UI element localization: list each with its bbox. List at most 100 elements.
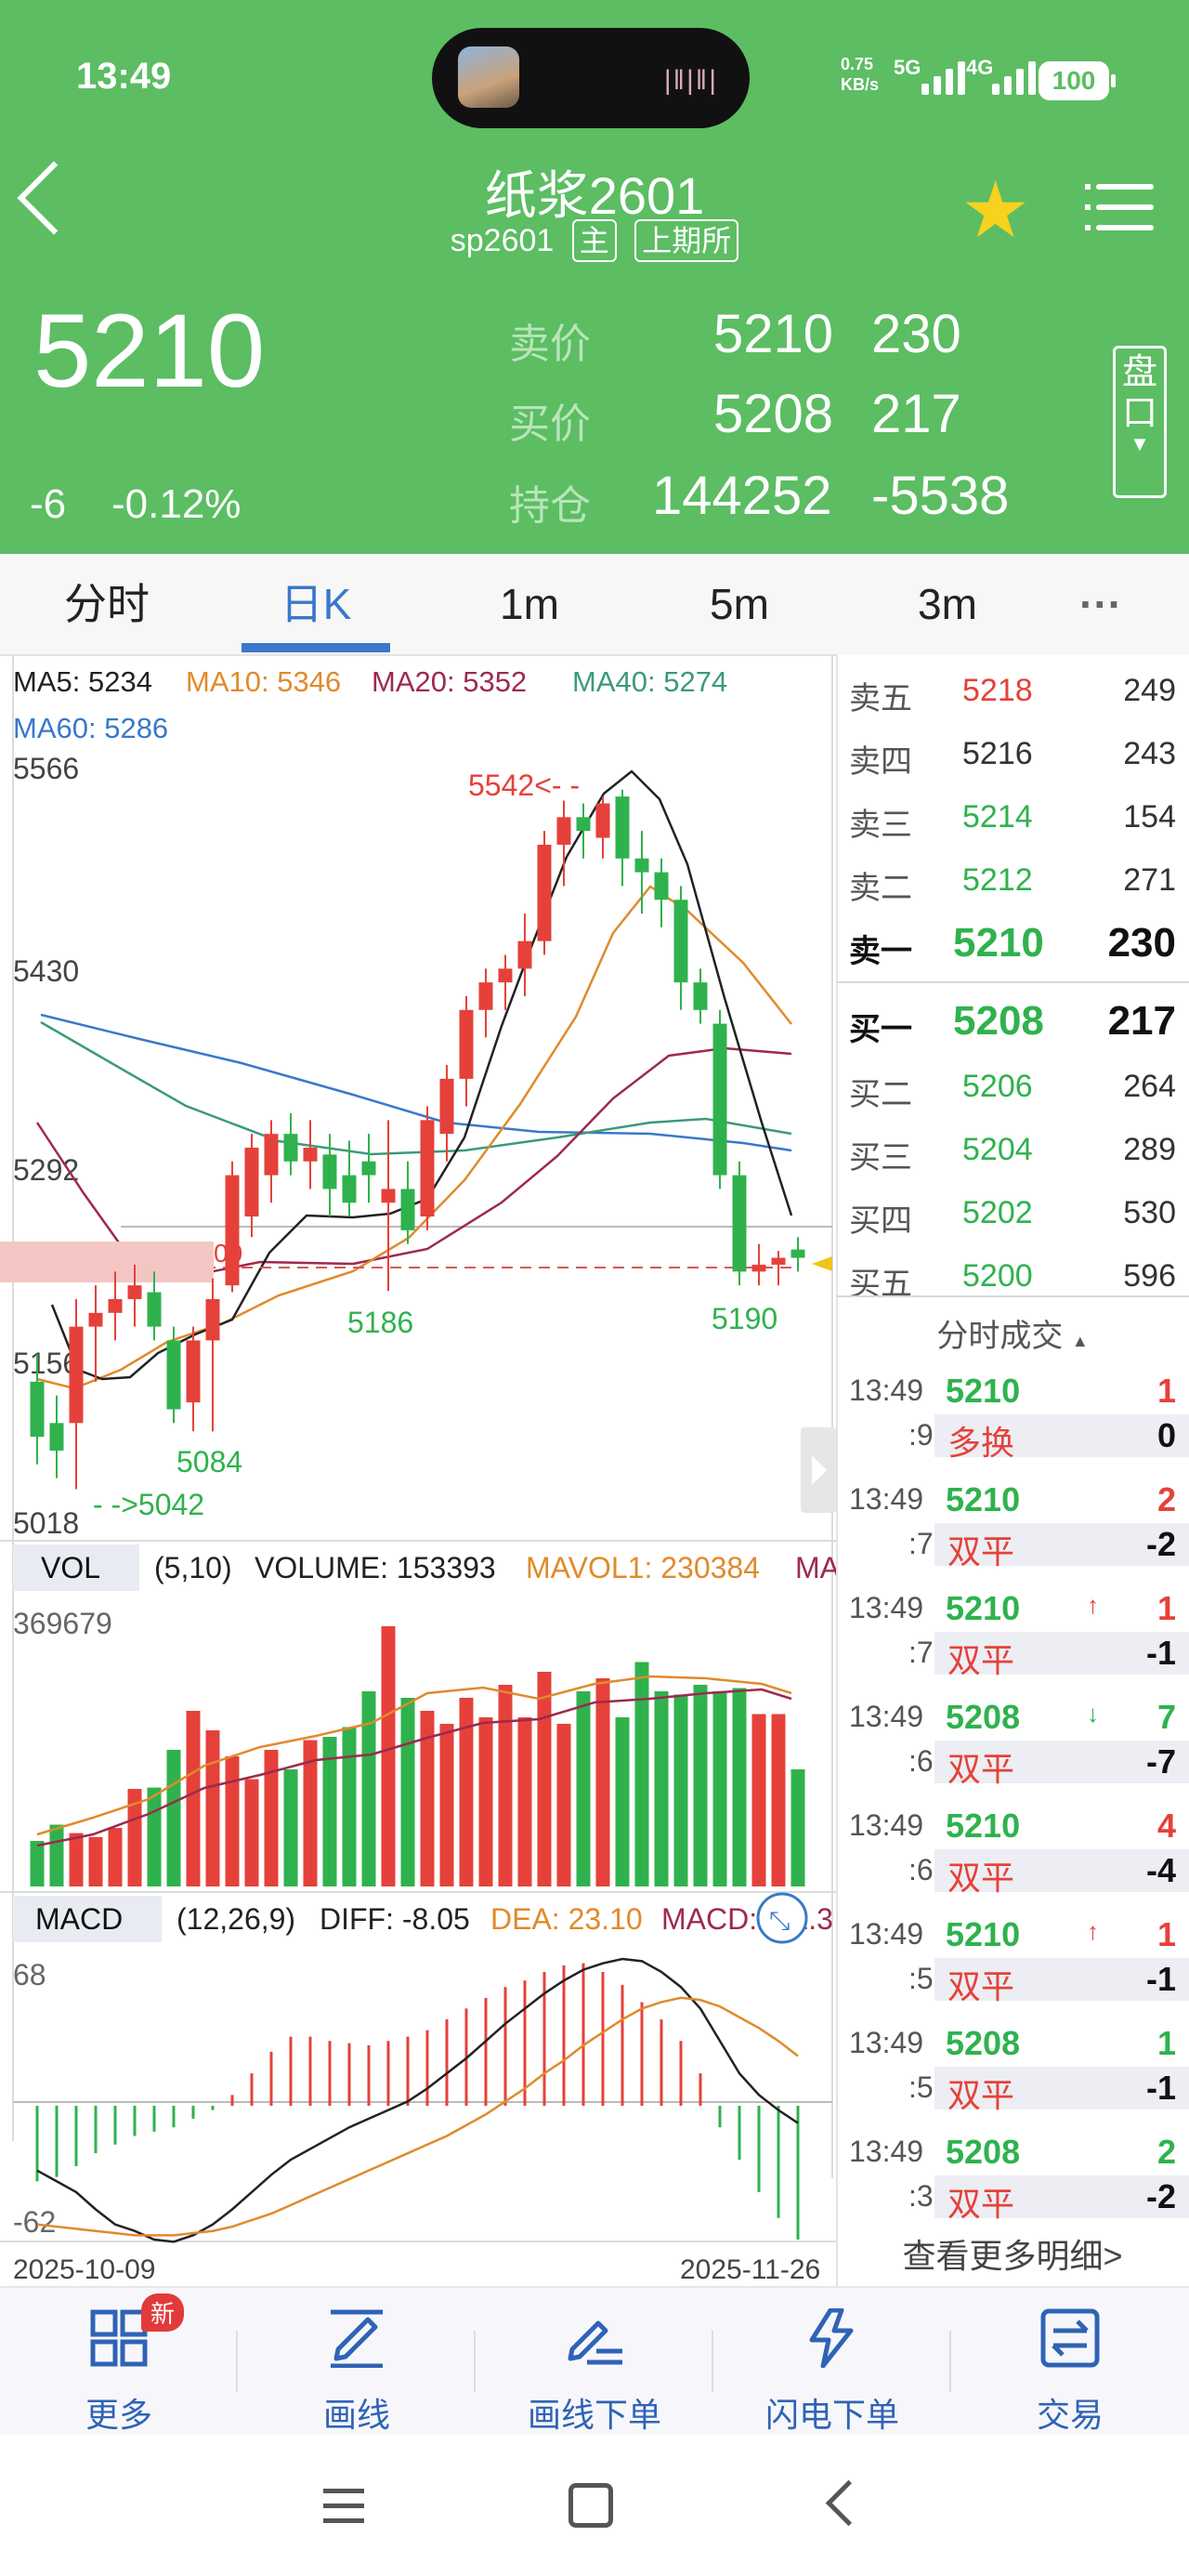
pankou-button[interactable]: 盘口 ▼ <box>1113 346 1167 498</box>
ma5-legend: MA5: 5234 <box>13 665 152 698</box>
volume-bar <box>595 1678 610 1886</box>
tick-band <box>934 2175 1189 2218</box>
tick-volume: 1 <box>1156 1915 1176 1953</box>
candle-body <box>771 1257 786 1265</box>
candle-body <box>595 803 610 838</box>
high-annotation: 5542<- - <box>468 769 580 802</box>
tick-price: 5208 <box>946 2024 1021 2062</box>
tick-oi-change: -1 <box>1145 1960 1176 1998</box>
candle-body <box>751 1264 766 1272</box>
back-nav-icon[interactable] <box>825 2479 872 2527</box>
tick-time: 13:49 <box>849 1808 924 1842</box>
tick-kind: 双平 <box>947 1532 1015 1571</box>
price-pointer-icon <box>812 1256 832 1271</box>
tab-intraday[interactable]: 分时 <box>64 580 150 628</box>
more-button[interactable]: 新 更多 <box>0 2288 238 2437</box>
tab-1m[interactable]: 1m <box>500 580 559 628</box>
tick-seconds: :5 <box>908 1962 934 1995</box>
tab-more[interactable]: ··· <box>1079 580 1122 628</box>
candle-body <box>459 1009 474 1079</box>
tick-band <box>934 1414 1189 1457</box>
volume-bar <box>654 1691 669 1886</box>
tab-3m[interactable]: 3m <box>918 580 977 628</box>
ask-level-3: 卖三 5214 154 <box>849 799 1176 843</box>
draw-line-button[interactable]: 画线 <box>238 2288 476 2437</box>
quote-header: 13:49 |‖|‖| 0.75 KB/s 5G 4G 100 纸浆2601 s… <box>0 0 1189 554</box>
volume-bar <box>712 1691 727 1886</box>
candle-body <box>381 1189 396 1203</box>
macd-histogram <box>35 1963 800 2240</box>
mavol1-line <box>36 1675 792 1836</box>
candle-body <box>361 1161 376 1176</box>
fullscreen-toggle-icon[interactable] <box>756 1892 808 1944</box>
tick-kind: 双平 <box>947 2185 1015 2223</box>
tab-5m[interactable]: 5m <box>710 580 769 628</box>
kline-chart[interactable]: MA5: 5234 MA10: 5346 MA20: 5352 MA40: 52… <box>0 654 836 2286</box>
pen-lines-icon <box>568 2320 622 2365</box>
macd-params: (12,26,9) <box>176 1902 295 1936</box>
new-badge: 新 <box>141 2293 185 2332</box>
candle-body <box>30 1381 45 1438</box>
tick-seconds: :9 <box>908 1418 934 1452</box>
ma5-line <box>50 769 793 1381</box>
candle-body <box>283 1134 298 1162</box>
tick-band <box>934 2067 1189 2109</box>
tick-price: 5210 <box>946 1589 1021 1627</box>
tick-row: 13:49 5210 ↑ 1:7 双平 -1 <box>836 1585 1189 1694</box>
candle-body <box>537 844 552 941</box>
flash-order-button[interactable]: 闪电下单 <box>713 2288 951 2437</box>
vol-max-label: 369679 <box>13 1607 112 1640</box>
candle-body <box>420 1120 435 1217</box>
tick-price: 5210 <box>946 1807 1021 1845</box>
macd-dea-line <box>36 1996 799 2237</box>
ask-level-1: 卖一 5210 230 <box>849 920 1176 969</box>
volume-bar <box>459 1698 474 1886</box>
home-icon[interactable] <box>568 2483 613 2528</box>
candle-body <box>127 1285 142 1299</box>
open-interest: 144252 <box>652 466 832 526</box>
volume-bar <box>225 1756 240 1886</box>
exchange-icon <box>1040 2308 1100 2368</box>
recents-icon[interactable] <box>323 2489 364 2523</box>
tick-seconds: :3 <box>908 2179 934 2213</box>
macd-bottom-label: -62 <box>13 2205 56 2239</box>
candle-body <box>673 900 688 983</box>
trade-button[interactable]: 交易 <box>951 2288 1189 2437</box>
candle-body <box>108 1298 123 1313</box>
tick-arrow-icon: ↑ <box>1087 1917 1099 1945</box>
more-ticks-link[interactable]: 查看更多明细> <box>902 2237 1123 2275</box>
volume-bar <box>127 1789 142 1886</box>
volume-bar <box>205 1730 220 1886</box>
low-label-5084: 5084 <box>176 1445 242 1479</box>
volume-bar <box>634 1662 649 1886</box>
time-and-sales[interactable]: 分时成交 ▲ 13:49 5210 1:9 多换 0 13:49 5210 2:7 双平 -2 13… <box>836 1295 1189 2286</box>
menu-list-icon[interactable] <box>1096 184 1154 245</box>
dynamic-island: |‖|‖| <box>432 28 750 128</box>
macd-name: MACD <box>35 1902 123 1936</box>
draw-line-order-button[interactable]: 画线下单 <box>476 2288 713 2437</box>
draw-line-order-label: 画线下单 <box>527 2396 661 2434</box>
favorite-star-icon[interactable]: ★ <box>960 166 1031 254</box>
volume-bar <box>322 1737 337 1886</box>
candle-body <box>634 858 649 873</box>
macd-indicator-button[interactable] <box>13 1896 162 1942</box>
volume-bar <box>88 1836 103 1886</box>
tick-volume: 2 <box>1156 2133 1176 2171</box>
candle-body <box>439 1078 454 1135</box>
tick-row: 13:49 5210 1:9 多换 0 <box>836 1368 1189 1477</box>
tick-oi-change: -1 <box>1145 1634 1176 1672</box>
draw-line-label: 画线 <box>322 2396 390 2434</box>
tick-volume: 4 <box>1156 1807 1176 1845</box>
candle-body <box>147 1292 162 1327</box>
net-speed-unit: KB/s <box>841 75 880 94</box>
contract-title: 纸浆2601 <box>484 166 705 225</box>
ticks-title[interactable]: 分时成交 ▲ <box>936 1319 1089 1354</box>
bid-volume: 217 <box>871 384 961 444</box>
ma60-legend: MA60: 5286 <box>13 712 168 744</box>
candle-body <box>498 968 513 983</box>
vol-indicator-button[interactable] <box>13 1544 139 1591</box>
net-speed-value: 0.75 <box>841 55 874 73</box>
tab-daily-k[interactable]: 日K <box>280 580 352 628</box>
active-tab-indicator <box>242 643 390 652</box>
tick-seconds: :6 <box>908 1744 934 1778</box>
